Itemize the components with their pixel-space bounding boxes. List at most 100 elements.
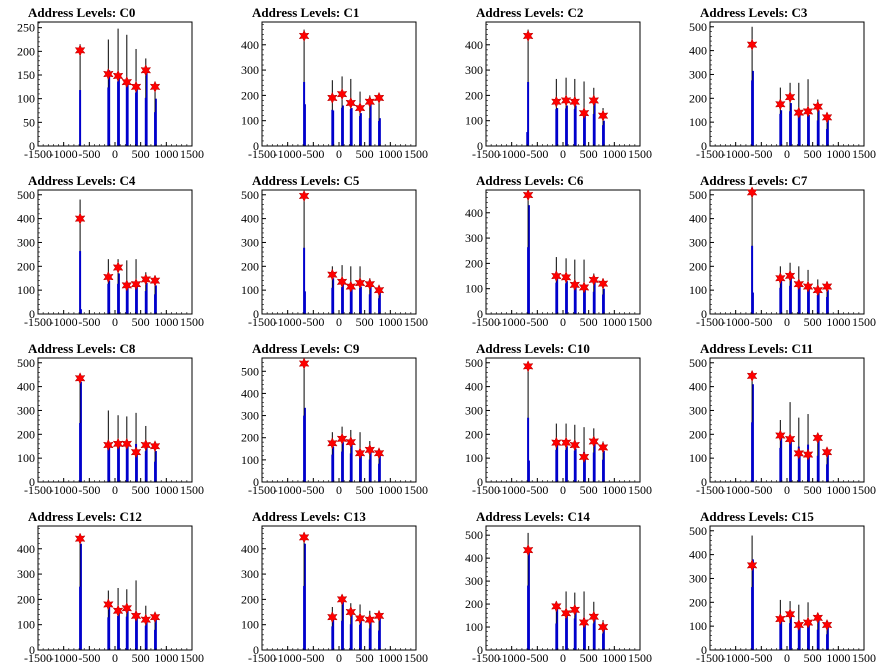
histogram-bar <box>378 630 381 650</box>
chart-title: Address Levels: C12 <box>28 509 142 524</box>
histogram-bar <box>368 459 371 482</box>
histogram-bar <box>378 120 381 146</box>
histogram-bar <box>303 585 306 650</box>
chart-title: Address Levels: C13 <box>252 509 366 524</box>
chart-title: Address Levels: C8 <box>28 341 136 356</box>
histogram-bar <box>826 296 829 314</box>
x-tick-label: -1000 <box>498 315 526 329</box>
x-tick-label: 1500 <box>628 483 652 497</box>
histogram-bar <box>359 624 362 650</box>
axes-frame <box>261 525 417 651</box>
x-tick-label: 500 <box>356 651 374 665</box>
histogram-bar <box>303 415 306 482</box>
histogram-bar <box>555 109 558 146</box>
histogram-bar <box>751 80 754 146</box>
y-tick-label: 400 <box>241 386 259 400</box>
histogram-bar <box>117 81 120 146</box>
y-tick-label: 300 <box>689 571 707 585</box>
x-tick-label: 500 <box>356 147 374 161</box>
histogram-bar <box>117 615 120 650</box>
histogram-bar <box>359 116 362 146</box>
histogram-plot: -1500-1000 -500 0 500 1000 1500 0 100 200 300 400 5… <box>689 186 876 329</box>
histogram-bar <box>573 109 576 146</box>
y-tick-label: 200 <box>465 256 483 270</box>
histogram-bar <box>79 90 82 146</box>
peak-marker <box>812 284 824 297</box>
peak-marker <box>793 447 805 460</box>
x-tick-label: -1000 <box>498 651 526 665</box>
x-tick-label: -1500 <box>24 651 52 665</box>
axes-frame <box>485 525 641 651</box>
x-tick-label: 0 <box>560 147 566 161</box>
y-tick-label: 500 <box>17 356 35 370</box>
peak-marker <box>103 270 114 284</box>
peak-marker <box>569 278 581 292</box>
x-tick-label: -1500 <box>248 315 276 329</box>
x-tick-label: 500 <box>804 315 822 329</box>
chart-title: Address Levels: C14 <box>476 509 590 524</box>
x-tick-label: 1500 <box>852 147 876 161</box>
peak-marker <box>551 269 562 283</box>
y-tick-label: 200 <box>17 44 35 58</box>
x-tick-label: 0 <box>112 651 118 665</box>
peak-marker <box>112 261 124 274</box>
chart-panel: Address Levels: C0 -1500 -1000 -500 0 500 1000… <box>0 0 224 168</box>
x-tick-label: 1000 <box>826 651 850 665</box>
peak-marker <box>130 278 142 291</box>
histogram-bar <box>359 287 362 314</box>
x-tick-label: -500 <box>750 483 772 497</box>
histogram-bar <box>331 109 334 146</box>
x-tick-label: -1000 <box>274 147 302 161</box>
peak-marker <box>336 432 348 445</box>
chart-panel: Address Levels: C5 -1500 -1000 -500 0 500 1000… <box>224 168 448 336</box>
peak-marker <box>364 613 376 626</box>
peak-marker <box>597 277 609 290</box>
histogram-plot: -1500-1000 -500 0 500 1000 1500 0 100 200 300 400 5… <box>241 188 428 329</box>
histogram-bar <box>816 629 819 650</box>
x-tick-label: -500 <box>750 315 772 329</box>
peak-marker <box>74 44 86 57</box>
histogram-bar <box>565 617 568 650</box>
peak-marker <box>569 603 581 616</box>
x-tick-label: 500 <box>580 315 598 329</box>
y-tick-label: 0 <box>701 307 707 321</box>
y-tick-label: 400 <box>689 212 707 226</box>
histogram-bar <box>779 287 782 314</box>
peak-marker <box>597 441 609 454</box>
chart-title: Address Levels: C11 <box>700 341 814 356</box>
histogram-bar <box>592 113 595 146</box>
peak-marker <box>298 531 310 544</box>
y-tick-label: 500 <box>689 20 707 34</box>
peak-marker <box>821 446 833 459</box>
histogram-bar <box>816 120 819 146</box>
histogram-bar <box>349 287 352 314</box>
chart-title: Address Levels: C9 <box>252 341 360 356</box>
peak-marker <box>560 436 572 449</box>
histogram-bar <box>583 110 586 146</box>
x-tick-label: 500 <box>580 147 598 161</box>
histogram-bar <box>583 451 586 482</box>
histogram-bar <box>826 464 829 482</box>
y-tick-label: 0 <box>701 139 707 153</box>
histogram-bar <box>331 287 334 314</box>
peak-marker <box>551 600 562 613</box>
peak-marker <box>149 80 161 93</box>
x-tick-label: 500 <box>132 651 150 665</box>
peak-marker <box>345 96 357 110</box>
chart-panel: Address Levels: C7 -1500 -1000 -500 0 500 1000… <box>672 168 896 336</box>
y-tick-label: 500 <box>689 356 707 370</box>
histogram-bar <box>779 113 782 146</box>
x-tick-label: 1500 <box>628 147 652 161</box>
histogram-bar <box>565 449 568 482</box>
peak-marker <box>327 610 338 624</box>
histogram-bar <box>565 283 568 314</box>
y-tick-label: 300 <box>465 231 483 245</box>
x-tick-label: 500 <box>132 147 150 161</box>
axes-frame <box>709 357 865 483</box>
x-tick-label: 1000 <box>602 651 626 665</box>
x-tick-label: -1000 <box>722 651 750 665</box>
peak-marker <box>373 91 385 105</box>
peak-marker <box>522 360 534 373</box>
histogram-bar <box>555 282 558 314</box>
histogram-bar <box>816 455 819 482</box>
